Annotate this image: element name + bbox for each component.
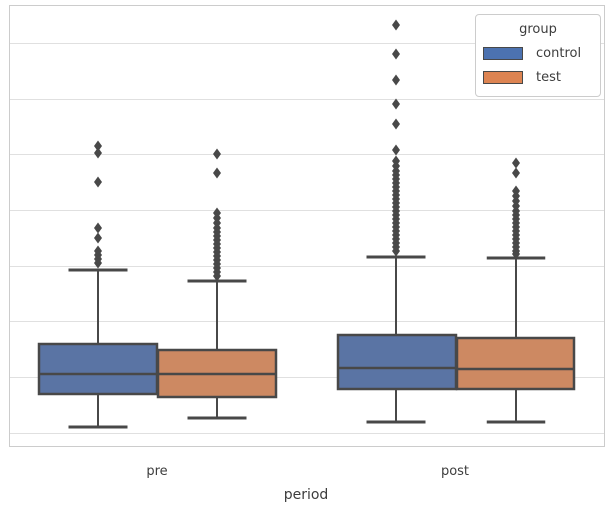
outlier-diamond (392, 118, 400, 130)
outlier-diamond (392, 245, 400, 257)
boxplot-post-test (455, 157, 576, 424)
outlier-diamond (94, 222, 102, 234)
gridline (10, 377, 604, 378)
outlier-diamond (94, 257, 102, 269)
outlier-diamond (94, 140, 102, 152)
legend-entry-control: control (476, 41, 600, 65)
outlier-diamond (213, 167, 221, 179)
x-tick-label-pre: pre (146, 464, 168, 479)
box-pre-control (37, 342, 159, 396)
boxplot-pre-control (37, 140, 159, 429)
outlier-diamond (94, 232, 102, 244)
x-axis-label: period (283, 487, 329, 503)
outlier-diamond (392, 19, 400, 31)
gridline (10, 266, 604, 267)
gridline (10, 43, 604, 44)
legend-label-test: test (536, 69, 561, 85)
legend: group control test (475, 14, 601, 97)
legend-swatch-control (483, 46, 523, 60)
boxplot-canvas (37, 19, 576, 429)
legend-label-control: control (536, 45, 582, 61)
boxplot-post-control (336, 19, 458, 424)
outlier-diamond (94, 147, 102, 159)
box-post-control (336, 333, 458, 391)
gridline (10, 154, 604, 155)
outlier-diamond (213, 270, 221, 282)
outlier-diamond (392, 144, 400, 156)
legend-swatch-test (483, 70, 523, 84)
box-post-test (455, 336, 576, 391)
gridline (10, 210, 604, 211)
outlier-diamond (512, 167, 520, 179)
outlier-diamond (392, 74, 400, 86)
gridline (10, 99, 604, 100)
x-tick-label-post: post (440, 464, 470, 479)
outlier-diamond (512, 157, 520, 169)
outlier-diamond (512, 248, 520, 260)
boxplot-pre-test (156, 148, 278, 420)
legend-entry-test: test (476, 65, 600, 89)
outlier-diamond (392, 98, 400, 110)
gridline (10, 433, 604, 434)
legend-title: group (519, 22, 557, 37)
outlier-diamond (94, 176, 102, 188)
outlier-diamond (392, 48, 400, 60)
gridline (10, 321, 604, 322)
outlier-diamond (213, 148, 221, 160)
